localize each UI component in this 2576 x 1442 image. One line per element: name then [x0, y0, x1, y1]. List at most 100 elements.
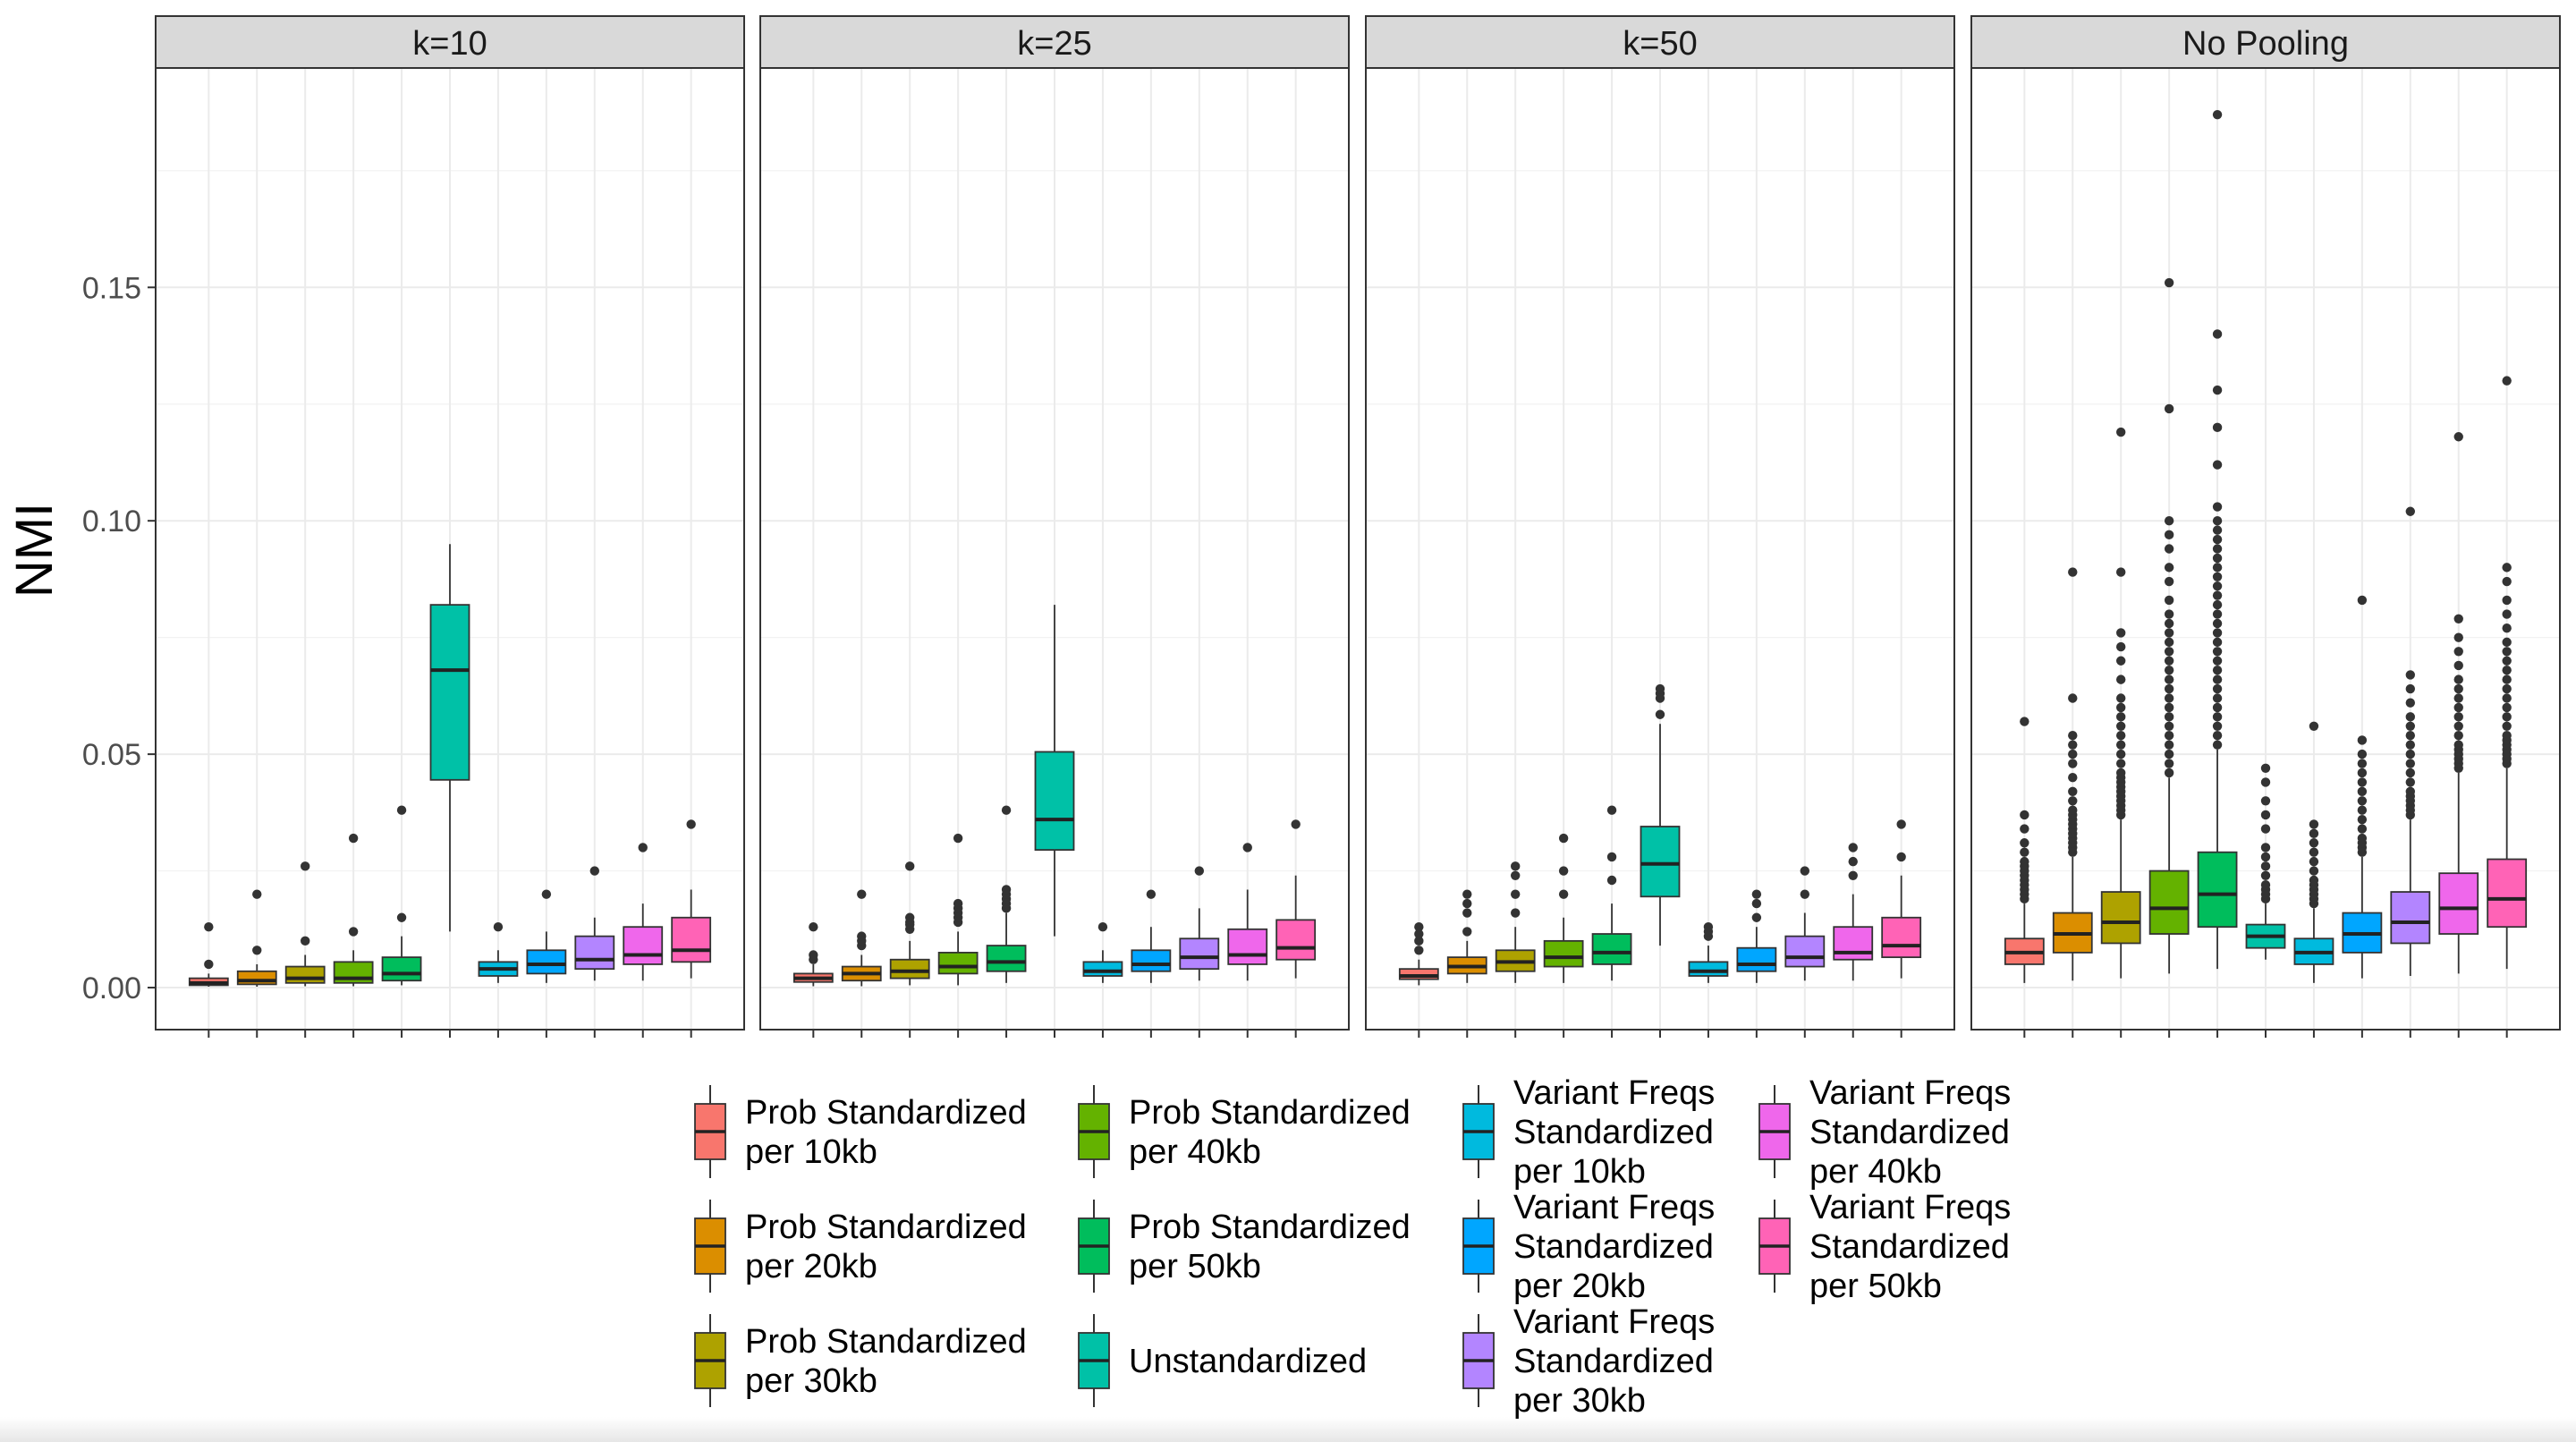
outlier-point [2212, 553, 2223, 564]
outlier-point [2115, 567, 2126, 577]
outlier-point [2212, 544, 2223, 554]
outlier-point [2212, 693, 2223, 703]
outlier-point [2115, 641, 2126, 652]
box-4-10 [2438, 432, 2479, 1038]
box-3-6 [1640, 683, 1681, 1038]
box-1-8 [526, 889, 567, 1038]
outlier-point [1655, 683, 1665, 694]
outlier-point [2115, 712, 2126, 722]
outlier-point [2020, 856, 2029, 867]
box-1-6 [429, 544, 470, 1038]
outlier-point [2405, 698, 2416, 708]
box-4-8 [2342, 595, 2383, 1038]
outlier-point [857, 889, 867, 899]
outlier-point [1414, 929, 1424, 939]
box-body [671, 916, 712, 963]
outlier-point [2164, 515, 2174, 526]
outlier-point [2502, 595, 2512, 606]
outlier-point [2309, 875, 2319, 886]
legend-label: Prob Standardized [1129, 1094, 1411, 1132]
outlier-point [2502, 637, 2512, 648]
legend-label: Prob Standardized [745, 1209, 1027, 1246]
box-3-5 [1591, 805, 1632, 1038]
outlier-point [1414, 936, 1424, 946]
outlier-point [2405, 759, 2416, 768]
legend-label: Variant Freqs [1809, 1074, 2011, 1112]
outlier-point [2453, 614, 2463, 623]
box-2-1 [792, 921, 834, 1038]
box-body [2100, 891, 2141, 945]
outlier-point [2502, 693, 2512, 703]
outlier-point [2068, 567, 2078, 577]
box-body [1640, 826, 1681, 898]
outlier-point [2164, 759, 2174, 768]
outlier-point [2405, 786, 2416, 797]
outlier-point [2405, 777, 2416, 787]
facet-strip [1970, 15, 2561, 69]
outlier-point [2502, 721, 2512, 732]
legend-label: Standardized [1809, 1114, 2010, 1151]
outlier-point [1146, 889, 1157, 899]
outlier-point [2357, 768, 2368, 778]
outlier-point [2260, 870, 2271, 880]
facet-panel-4: No Pooling [1970, 15, 2561, 1038]
outlier-point [204, 959, 214, 970]
outlier-point [1751, 912, 1762, 922]
outlier-point [2068, 749, 2078, 759]
outlier-point [2212, 329, 2223, 339]
outlier-point [1001, 885, 1012, 895]
outlier-point [1848, 856, 1858, 867]
facet-panel-3: k=50 [1365, 15, 1955, 1038]
outlier-point [2212, 712, 2223, 722]
outlier-point [809, 921, 818, 932]
outlier-point [541, 889, 552, 899]
legend-label: per 20kb [1513, 1268, 1646, 1305]
box-body [1688, 961, 1729, 977]
outlier-point [2115, 749, 2126, 759]
outlier-point [2115, 674, 2126, 684]
outlier-point [2212, 581, 2223, 591]
box-body [986, 945, 1027, 972]
outlier-point [2260, 824, 2271, 834]
box-3-2 [1446, 889, 1487, 1038]
outlier-point [2502, 674, 2512, 684]
outlier-point [1655, 709, 1665, 719]
box-2-11 [1275, 819, 1317, 1038]
legend-label: Standardized [1513, 1228, 1714, 1266]
legend-label: Standardized [1513, 1114, 1714, 1151]
box-body [2438, 872, 2479, 935]
box-body [1784, 935, 1826, 968]
outlier-point [1462, 898, 1472, 909]
outlier-point [2212, 637, 2223, 648]
outlier-point [2357, 805, 2368, 815]
outlier-point [1510, 889, 1521, 899]
outlier-point [2405, 768, 2416, 778]
box-2-7 [1082, 921, 1123, 1038]
outlier-point [2502, 576, 2512, 587]
box-2-10 [1227, 843, 1268, 1038]
outlier-point [2309, 847, 2319, 857]
outlier-point [2212, 534, 2223, 545]
outlier-point [2164, 749, 2174, 759]
outlier-point [300, 861, 310, 871]
facet-strip [1365, 15, 1955, 69]
outlier-point [2357, 786, 2368, 797]
outlier-point [348, 833, 359, 844]
outlier-point [2309, 721, 2319, 732]
outlier-point [2164, 740, 2174, 750]
outlier-point [2212, 618, 2223, 629]
box-4-6 [2245, 763, 2286, 1038]
outlier-point [2357, 814, 2368, 825]
outlier-point [2068, 740, 2078, 750]
outlier-point [686, 819, 696, 829]
outlier-point [2164, 702, 2174, 713]
box-body [1833, 926, 1874, 961]
outlier-point [953, 833, 963, 844]
y-tick-label: 0.05 [82, 738, 141, 772]
outlier-point [2405, 740, 2416, 750]
box-body [1591, 933, 1632, 965]
